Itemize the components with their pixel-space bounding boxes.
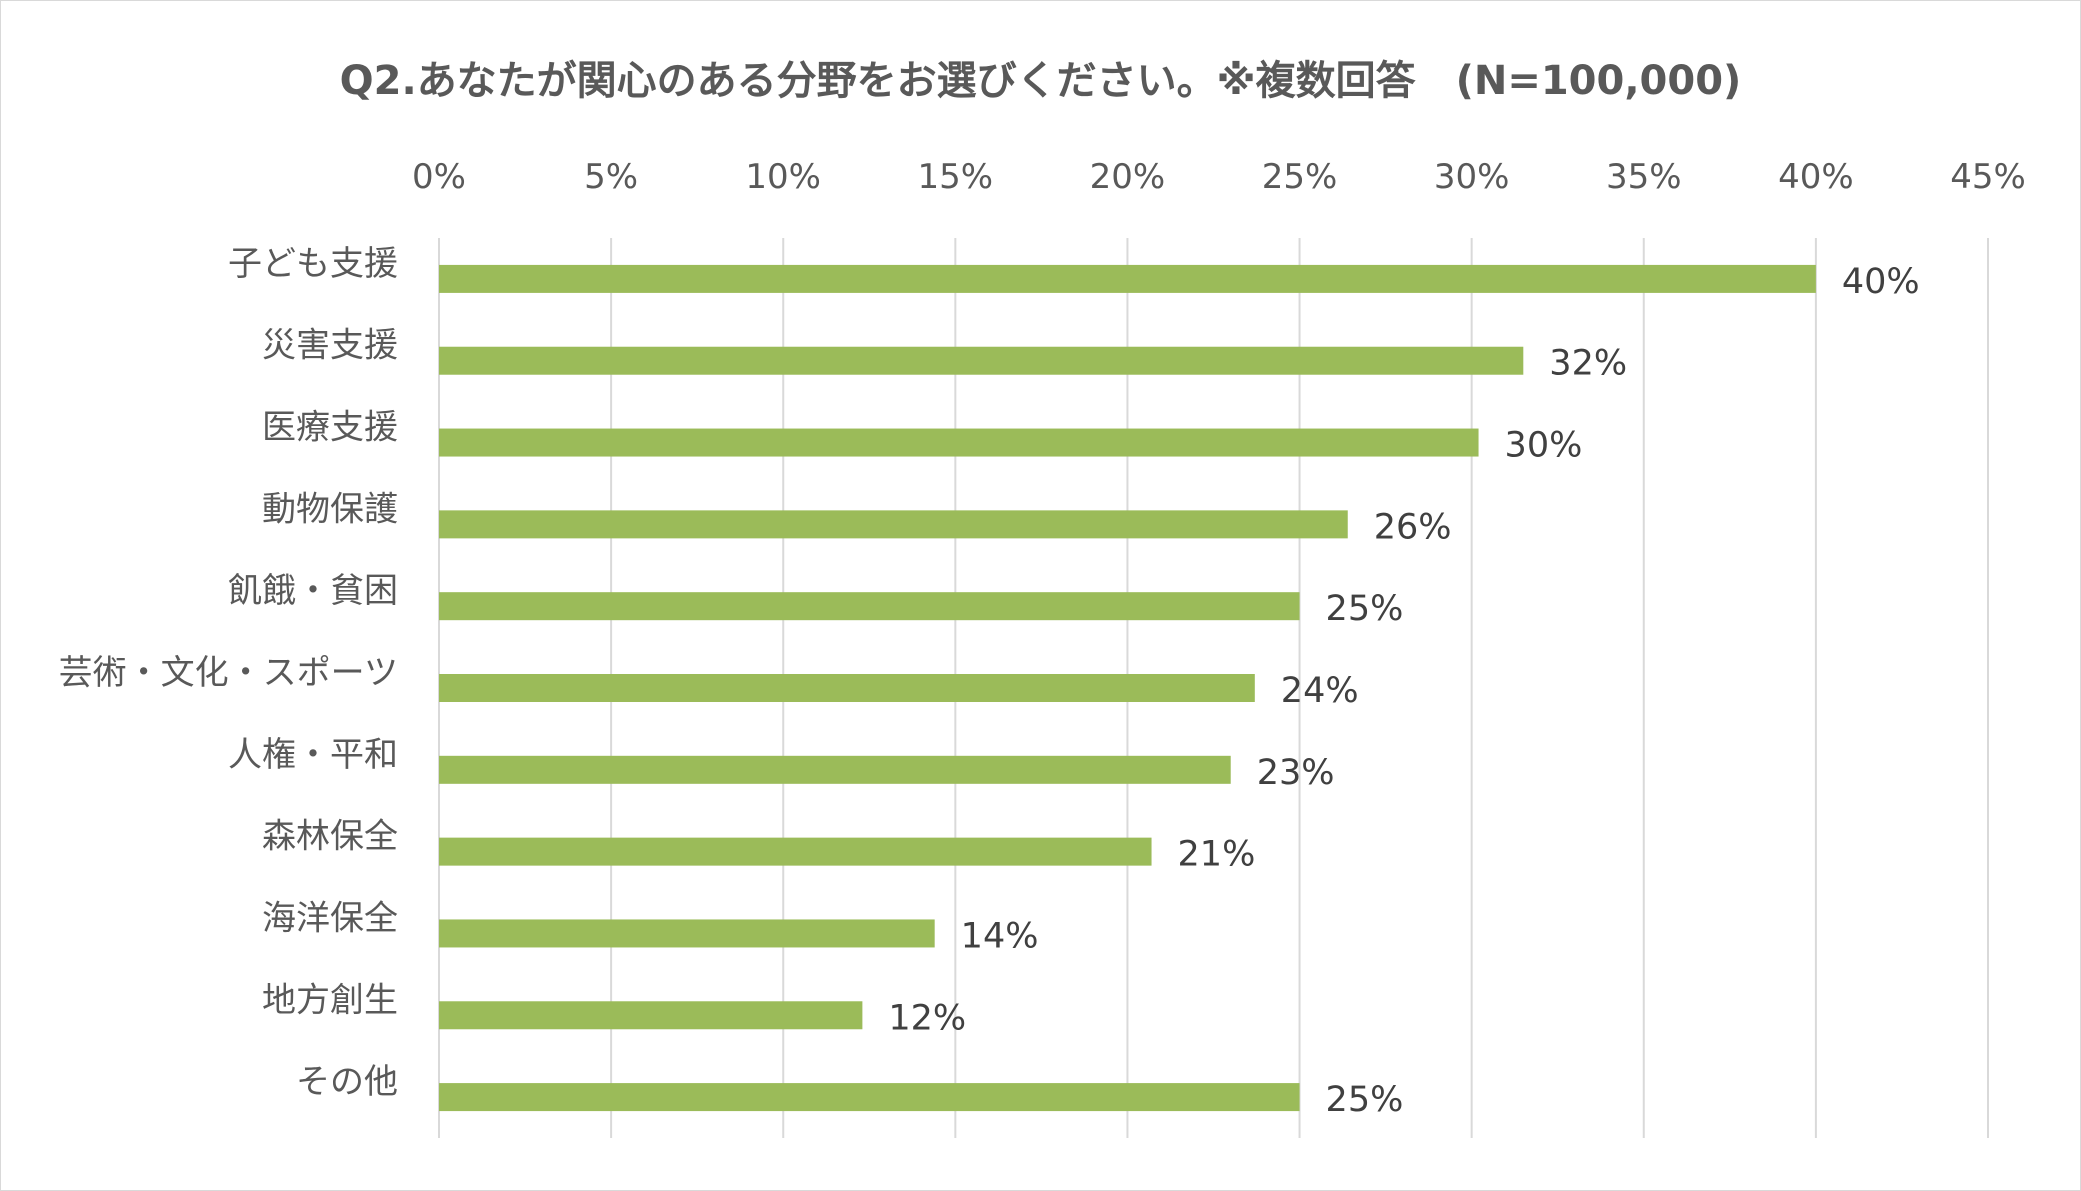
bar: [439, 510, 1348, 539]
data-label: 14%: [961, 916, 1039, 956]
chart-title: Q2.あなたが関心のある分野をお選びください。※複数回答 (N=100,000): [339, 58, 1742, 104]
category-label: 動物保護: [262, 489, 398, 529]
data-label: 32%: [1549, 344, 1627, 384]
bar: [439, 592, 1300, 621]
bar: [439, 755, 1231, 784]
data-label: 25%: [1326, 1080, 1404, 1120]
data-label: 12%: [888, 998, 966, 1038]
bar: [439, 1083, 1300, 1112]
x-tick-label: 20%: [1090, 157, 1166, 197]
x-tick-label: 10%: [745, 157, 821, 197]
x-tick-label: 35%: [1606, 157, 1682, 197]
data-label: 30%: [1505, 426, 1583, 466]
category-label: 地方創生: [262, 980, 398, 1020]
category-label: 災害支援: [262, 326, 398, 366]
category-label: 森林保全: [262, 817, 398, 857]
x-tick-label: 15%: [918, 157, 994, 197]
category-label: その他: [296, 1062, 398, 1102]
data-label: 23%: [1257, 753, 1335, 793]
bar: [439, 1001, 863, 1030]
data-label: 21%: [1178, 835, 1256, 875]
bar: [439, 837, 1152, 866]
category-label: 芸術・文化・スポーツ: [59, 653, 398, 693]
x-tick-label: 5%: [584, 157, 638, 197]
data-label: 24%: [1281, 671, 1359, 711]
category-label: 海洋保全: [262, 898, 398, 938]
data-label: 40%: [1842, 262, 1920, 302]
bar: [439, 346, 1524, 375]
bar: [439, 919, 935, 948]
bar: [439, 264, 1816, 293]
x-tick-label: 0%: [412, 157, 466, 197]
x-tick-label: 25%: [1262, 157, 1338, 197]
data-label: 25%: [1326, 589, 1404, 629]
category-label: 飢餓・貧困: [228, 571, 398, 611]
category-label: 人権・平和: [228, 735, 398, 775]
x-tick-label: 40%: [1778, 157, 1854, 197]
category-label: 医療支援: [262, 408, 398, 448]
category-label: 子ども支援: [228, 244, 398, 284]
x-tick-label: 45%: [1950, 157, 2026, 197]
bar: [439, 428, 1479, 457]
data-label: 26%: [1374, 507, 1452, 547]
x-tick-label: 30%: [1434, 157, 1510, 197]
bar: [439, 674, 1255, 702]
